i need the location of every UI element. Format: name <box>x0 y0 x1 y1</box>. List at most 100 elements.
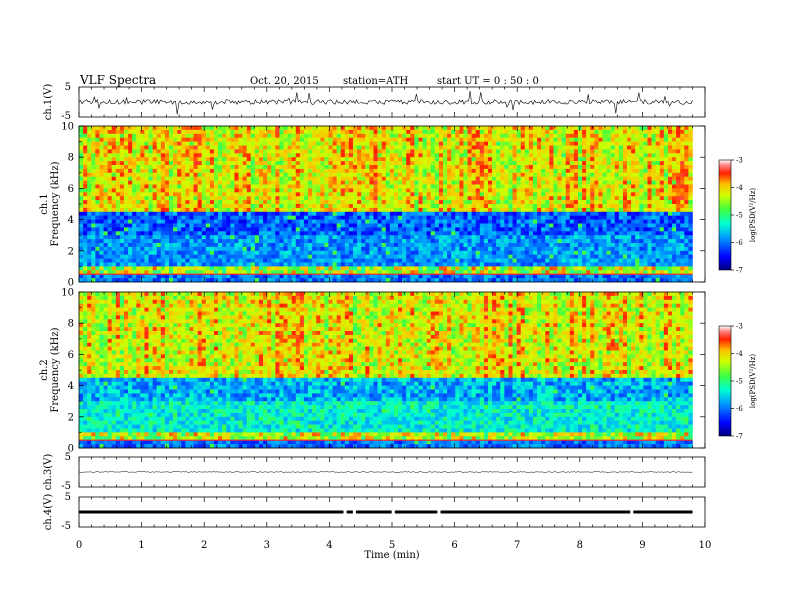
spectrogram-cell <box>492 126 497 131</box>
spectrogram-cell <box>254 250 260 255</box>
spectrogram-cell <box>119 223 125 228</box>
spectrogram-cell <box>91 211 96 216</box>
spectrogram-cell <box>336 168 342 174</box>
spectrogram-cell <box>516 246 522 252</box>
spectrogram-cell <box>684 243 689 248</box>
spectrogram-cell <box>328 250 333 255</box>
spectrogram-cell <box>123 215 129 220</box>
spectrogram-cell <box>377 215 382 220</box>
spectrogram-cell <box>238 172 243 177</box>
spectrogram-cell <box>238 141 243 146</box>
spectrogram-cell <box>557 192 562 197</box>
spectrogram-cell <box>173 176 178 181</box>
spectrogram-cell <box>483 243 489 248</box>
spectrogram-cell <box>312 211 317 216</box>
spectrogram-cell <box>402 137 407 142</box>
spectrogram-cell <box>549 188 554 193</box>
spectrogram-cell <box>508 172 513 177</box>
spectrogram-cell <box>205 157 211 162</box>
spectrogram-cell <box>647 137 652 142</box>
spectrogram-cell <box>123 196 129 201</box>
spectrogram-cell <box>373 180 378 185</box>
spectrogram-cell <box>398 157 403 162</box>
spectrogram-cell <box>414 145 419 150</box>
spectrogram-cell <box>561 126 566 131</box>
spectrogram-cell <box>344 137 350 142</box>
spectrogram-cell <box>532 133 538 138</box>
spectrogram-cell <box>353 172 358 177</box>
spectrogram-cell <box>95 129 100 135</box>
spectrogram-cell <box>369 211 374 216</box>
spectrogram-cell <box>160 145 166 150</box>
spectrogram-cell <box>242 196 247 201</box>
spectrogram-cell <box>152 235 158 240</box>
spectrogram-cell <box>582 211 587 216</box>
spectrogram-cell <box>647 227 652 232</box>
spectrogram-cell <box>222 227 227 232</box>
spectrogram-cell <box>201 196 207 201</box>
spectrogram-cell <box>238 184 243 189</box>
spectrogram-cell <box>598 126 603 131</box>
spectrogram-cell <box>152 211 158 216</box>
spectrogram-cell <box>332 223 337 228</box>
spectrogram-cell <box>577 149 583 154</box>
spectrogram-cell <box>303 192 309 197</box>
spectrogram-cell <box>651 235 656 240</box>
spectrogram-cell <box>459 207 464 213</box>
spectrogram-cell <box>79 207 84 213</box>
spectrogram-cell <box>332 149 337 154</box>
spectrogram-cell <box>520 141 526 146</box>
spectrogram-cell <box>348 196 354 201</box>
spectrogram-cell <box>500 239 505 244</box>
spectrogram-cell <box>365 239 370 244</box>
spectrogram-cell <box>177 250 182 255</box>
spectrogram-cell <box>91 133 96 138</box>
spectrogram-cell <box>643 243 648 248</box>
spectrogram-cell <box>647 207 652 213</box>
spectrogram-cell <box>344 176 350 181</box>
spectrogram-cell <box>434 231 440 236</box>
spectrogram-cell <box>119 246 125 252</box>
spectrogram-cell <box>234 168 239 174</box>
spectrogram-cell <box>242 246 247 252</box>
spectrogram-cell <box>606 239 611 244</box>
spectrogram-cell <box>410 161 415 166</box>
spectrogram-cell <box>189 153 194 158</box>
spectrogram-cell <box>312 165 317 170</box>
spectrogram-cell <box>160 153 166 158</box>
spectrogram-cell <box>500 231 505 236</box>
spectrogram-cell <box>406 153 411 158</box>
spectrogram-cell <box>471 223 477 228</box>
spectrogram-cell <box>373 211 378 216</box>
spectrogram-cell <box>512 172 517 177</box>
spectrogram-cell <box>271 188 276 193</box>
spectrogram-cell <box>348 239 354 244</box>
spectrogram-cell <box>663 137 669 142</box>
spectrogram-cell <box>598 231 603 236</box>
spectrogram-cell <box>254 137 260 142</box>
spectrogram-cell <box>635 246 640 252</box>
spectrogram-cell <box>201 211 207 216</box>
spectrogram-cell <box>434 246 440 252</box>
spectrogram-cell <box>504 172 509 177</box>
spectrogram-cell <box>377 145 382 150</box>
spectrogram-cell <box>651 172 656 177</box>
spectrogram-cell <box>201 250 207 255</box>
spectrogram-cell <box>631 184 636 189</box>
spectrogram-cell <box>271 243 276 248</box>
spectrogram-cell <box>565 149 571 154</box>
spectrogram-cell <box>467 184 472 189</box>
spectrogram-cell <box>209 243 215 248</box>
spectrogram-cell <box>144 157 149 162</box>
spectrogram-cell <box>479 211 485 216</box>
spectrogram-cell <box>406 188 411 193</box>
spectrogram-cell <box>160 133 166 138</box>
spectrogram-cell <box>451 133 456 138</box>
spectrogram-cell <box>193 153 198 158</box>
spectrogram-cell <box>647 192 652 197</box>
spectrogram-cell <box>381 188 387 193</box>
spectrogram-cell <box>496 176 501 181</box>
spectrogram-cell <box>348 243 354 248</box>
spectrogram-cell <box>586 231 591 236</box>
spectrogram-cell <box>316 137 321 142</box>
